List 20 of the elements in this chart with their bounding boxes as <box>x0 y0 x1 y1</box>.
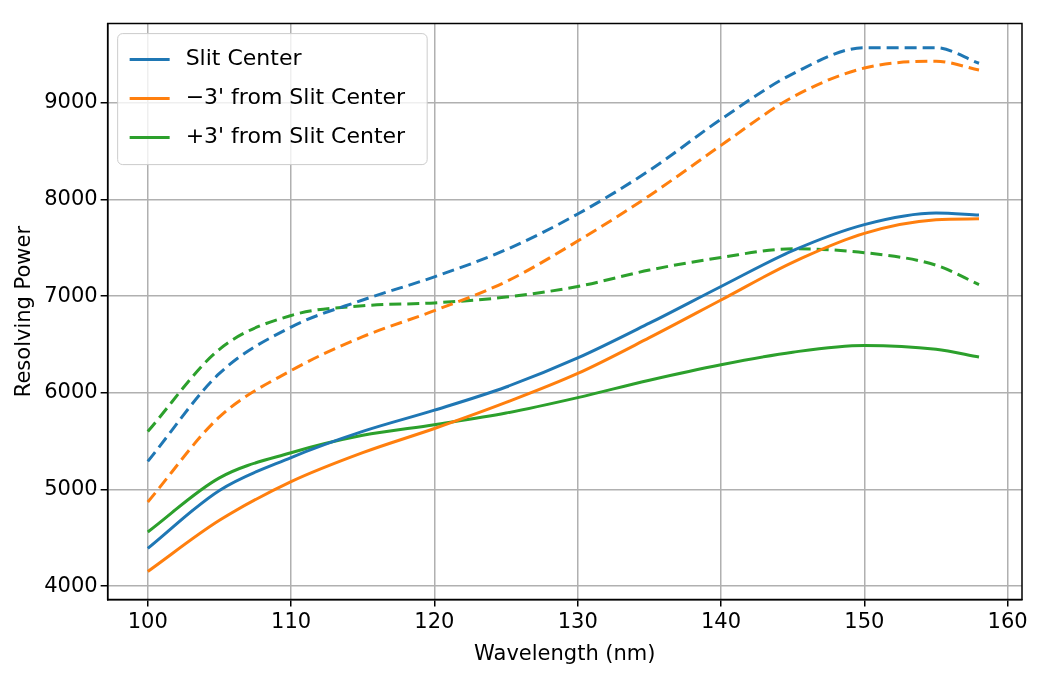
x-tick-label: 100 <box>127 608 168 633</box>
y-axis-title: Resolving Power <box>11 225 36 398</box>
y-tick-label: 6000 <box>44 379 98 404</box>
x-tick-label: 140 <box>700 608 742 633</box>
x-axis-title: Wavelength (nm) <box>474 640 656 665</box>
line-series <box>146 247 981 433</box>
x-tick-label: 150 <box>844 608 885 633</box>
y-tick-label: 9000 <box>44 89 98 114</box>
legend-label: −3' from Slit Center <box>185 84 407 110</box>
y-tick-label: 5000 <box>44 475 98 500</box>
y-tick-label: 8000 <box>44 185 98 210</box>
x-tick-label: 160 <box>987 608 1028 633</box>
line-series <box>146 343 981 534</box>
x-tick-label: 110 <box>271 608 312 633</box>
x-tick-label: 130 <box>557 608 598 633</box>
x-tick-label: 120 <box>414 608 455 633</box>
y-tick-label: 7000 <box>44 282 98 307</box>
legend-label: Slit Center <box>185 45 303 71</box>
legend-label: +3' from Slit Center <box>185 123 407 149</box>
y-tick-label: 4000 <box>44 572 98 597</box>
